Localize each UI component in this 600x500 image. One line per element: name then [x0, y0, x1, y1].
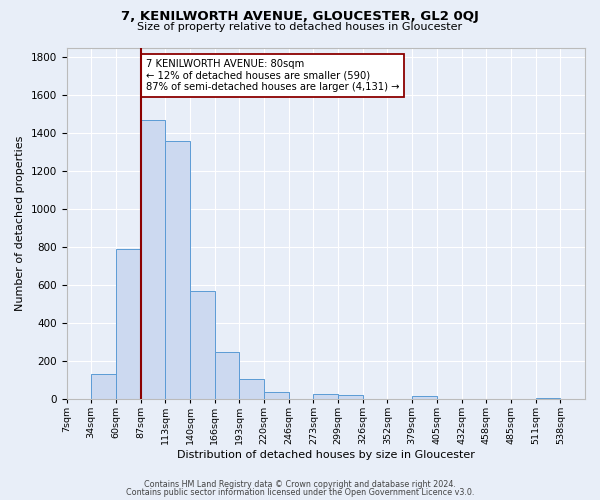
Bar — [536, 398, 560, 399]
X-axis label: Distribution of detached houses by size in Gloucester: Distribution of detached houses by size … — [177, 450, 475, 460]
Bar — [264, 392, 289, 399]
Bar — [91, 374, 116, 399]
Bar — [215, 352, 239, 399]
Bar — [116, 249, 140, 399]
Bar — [190, 291, 215, 399]
Bar — [338, 396, 363, 399]
Bar — [140, 120, 165, 399]
Text: 7, KENILWORTH AVENUE, GLOUCESTER, GL2 0QJ: 7, KENILWORTH AVENUE, GLOUCESTER, GL2 0Q… — [121, 10, 479, 23]
Bar — [239, 379, 264, 399]
Text: Contains public sector information licensed under the Open Government Licence v3: Contains public sector information licen… — [126, 488, 474, 497]
Text: 7 KENILWORTH AVENUE: 80sqm
← 12% of detached houses are smaller (590)
87% of sem: 7 KENILWORTH AVENUE: 80sqm ← 12% of deta… — [146, 59, 399, 92]
Text: Size of property relative to detached houses in Gloucester: Size of property relative to detached ho… — [137, 22, 463, 32]
Y-axis label: Number of detached properties: Number of detached properties — [15, 136, 25, 311]
Bar — [313, 394, 338, 399]
Text: Contains HM Land Registry data © Crown copyright and database right 2024.: Contains HM Land Registry data © Crown c… — [144, 480, 456, 489]
Bar — [412, 396, 437, 399]
Bar — [165, 140, 190, 399]
